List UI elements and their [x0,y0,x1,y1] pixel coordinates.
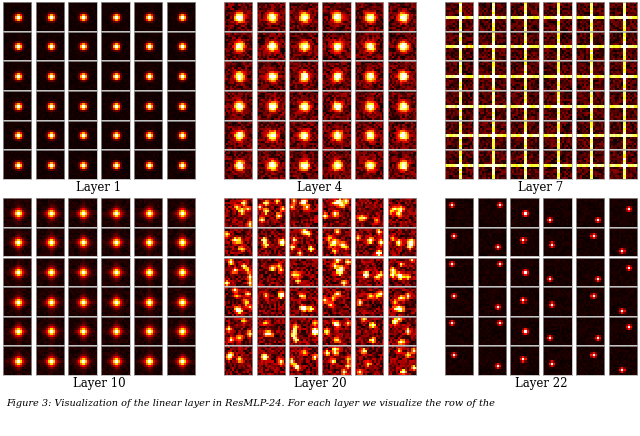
Text: Layer 4: Layer 4 [298,181,342,194]
Text: Layer 10: Layer 10 [73,377,125,390]
Text: Figure 3: Visualization of the linear layer in ResMLP-24. For each layer we visu: Figure 3: Visualization of the linear la… [6,399,495,408]
Text: Layer 22: Layer 22 [515,377,567,390]
Text: Layer 7: Layer 7 [518,181,564,194]
Text: Layer 1: Layer 1 [76,181,122,194]
Text: Layer 20: Layer 20 [294,377,346,390]
